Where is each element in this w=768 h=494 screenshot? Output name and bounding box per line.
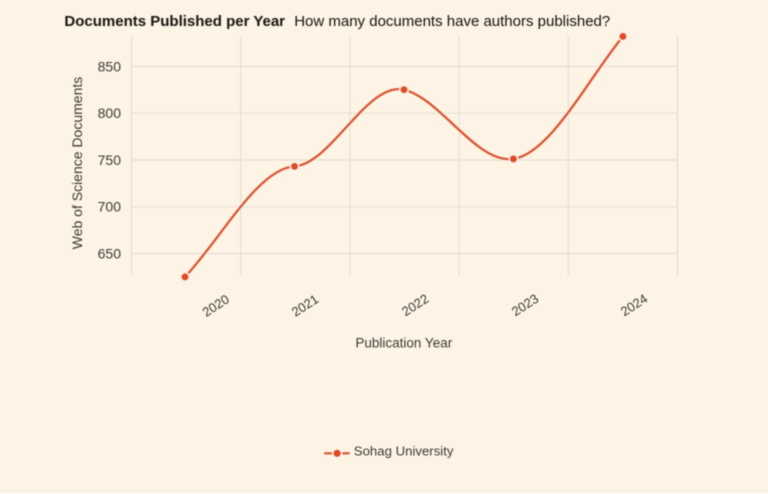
svg-text:Publication Year: Publication Year [355, 336, 452, 351]
svg-text:Web of Science Documents: Web of Science Documents [69, 77, 85, 250]
svg-text:Documents Published per Year H: Documents Published per Year How many do… [64, 13, 610, 30]
svg-text:650: 650 [98, 245, 122, 261]
svg-text:Sohag University: Sohag University [354, 443, 454, 458]
svg-text:750: 750 [98, 152, 122, 168]
svg-text:700: 700 [98, 199, 122, 215]
svg-text:800: 800 [98, 105, 122, 121]
svg-text:850: 850 [98, 58, 122, 74]
